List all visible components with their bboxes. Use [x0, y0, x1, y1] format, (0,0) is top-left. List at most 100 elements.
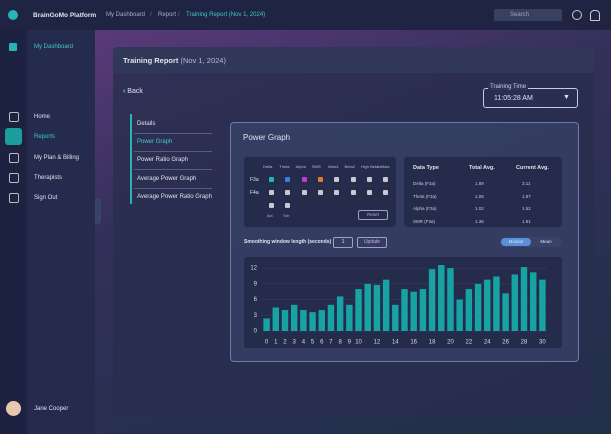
x-tick-label: 26 — [502, 340, 509, 346]
search-box[interactable] — [494, 9, 562, 21]
brand: BrainGoMo Platform — [33, 12, 97, 19]
table-cell: SMR (F3a) — [413, 218, 436, 224]
checkbox[interactable] — [334, 189, 340, 195]
table-cell: 1.36 — [475, 218, 484, 224]
tab[interactable]: Power Graph — [137, 139, 173, 146]
breadcrumb-item[interactable]: My Dashboard — [106, 12, 146, 18]
x-tick-label: 18 — [429, 340, 436, 346]
bar — [272, 307, 280, 331]
bar — [428, 269, 436, 331]
checkbox[interactable] — [269, 189, 274, 195]
tab[interactable]: Average Power Graph — [137, 175, 197, 182]
checkbox[interactable] — [350, 189, 356, 195]
tab[interactable]: Average Power Ratio Graph — [137, 193, 212, 200]
back-button[interactable]: ‹ Back — [123, 88, 143, 95]
nav-icon[interactable] — [9, 193, 19, 203]
bar — [327, 304, 335, 331]
checkbox[interactable] — [383, 176, 389, 182]
table-cell: Alpha (F3a) — [413, 206, 437, 211]
y-tick-label: 6 — [254, 297, 258, 303]
bar — [401, 289, 408, 331]
checkbox[interactable] — [269, 176, 274, 182]
x-tick-label: 30 — [539, 340, 546, 346]
date: (Nov 1, 2024) — [180, 56, 226, 65]
table-cell: 1.91 — [522, 218, 531, 224]
checkbox[interactable] — [285, 203, 291, 208]
toggle — [500, 237, 562, 247]
x-tick-label: 2 — [283, 340, 287, 346]
checkbox[interactable] — [366, 189, 372, 195]
table-cell: 1.52 — [522, 206, 531, 211]
breadcrumb-sep: / — [150, 12, 152, 18]
tab-divider — [134, 133, 212, 134]
bar — [290, 304, 298, 331]
table-cell: 1.02 — [475, 206, 484, 211]
bell-icon[interactable] — [590, 10, 600, 21]
collapse-handle[interactable] — [95, 198, 101, 224]
y-tick-label: 0 — [254, 329, 258, 335]
extra-label: Sm — [283, 213, 290, 218]
breadcrumb-item[interactable]: Training Report (Nov 1, 2024) — [186, 12, 266, 18]
smoothing-input[interactable]: 1 — [333, 237, 353, 248]
band-label: Beta1 — [328, 164, 339, 169]
panel-title: Power Graph — [243, 133, 291, 142]
nav-icon[interactable] — [9, 43, 17, 51]
bar — [336, 296, 344, 331]
time-value: 11:05:28 AM — [494, 95, 533, 102]
checkbox[interactable] — [317, 176, 323, 182]
breadcrumb-item[interactable]: Report — [158, 12, 177, 18]
extra-label: Avl — [267, 213, 273, 218]
nav-icon[interactable] — [5, 128, 22, 145]
tab[interactable]: Power Ratio Graph — [137, 157, 189, 164]
checkbox[interactable] — [317, 189, 323, 195]
nav-item[interactable]: My Plan & Billing — [34, 155, 80, 161]
band-label: SMR — [311, 164, 321, 169]
x-tick-label: 6 — [320, 340, 324, 346]
bar — [493, 276, 500, 331]
user-name: Jane Cooper — [34, 406, 69, 412]
time-select[interactable] — [483, 88, 578, 108]
back-label: Back — [127, 88, 143, 95]
bar — [456, 299, 463, 331]
band-label: Theta — [279, 164, 290, 169]
x-tick-label: 3 — [293, 340, 297, 346]
checkbox[interactable] — [366, 176, 372, 182]
toggle-option[interactable]: Median — [501, 238, 531, 246]
checkbox[interactable] — [301, 176, 307, 182]
checkbox[interactable] — [383, 189, 389, 195]
band-label: Artifact — [377, 164, 390, 169]
tab-rail — [130, 114, 132, 204]
nav-item[interactable]: Home — [34, 114, 51, 120]
nav-icon[interactable] — [9, 153, 19, 163]
toggle-option[interactable]: Mean — [540, 239, 552, 244]
checkbox[interactable] — [301, 189, 307, 195]
band-label: High Beta — [360, 164, 379, 169]
tab[interactable]: Details — [137, 121, 156, 127]
x-tick-label: 4 — [302, 340, 306, 346]
x-tick-label: 24 — [484, 340, 491, 346]
update-button[interactable]: Update — [357, 237, 387, 248]
x-tick-label: 20 — [447, 340, 454, 346]
sidebar-top[interactable]: My Dashboard — [34, 44, 74, 50]
checkbox[interactable] — [269, 203, 274, 208]
checkbox[interactable] — [350, 176, 356, 182]
checkbox[interactable] — [285, 176, 291, 182]
bar — [529, 272, 537, 331]
bar — [539, 279, 546, 331]
logo — [8, 10, 18, 20]
nav-item[interactable]: Therapists — [34, 175, 63, 181]
nav-item[interactable]: Reports — [34, 134, 56, 140]
breadcrumb-sep: / — [178, 12, 180, 18]
nav-icon[interactable] — [9, 112, 19, 122]
checkbox[interactable] — [285, 189, 291, 195]
x-tick-label: 14 — [392, 340, 399, 346]
help-icon[interactable] — [572, 10, 582, 20]
bar — [300, 310, 307, 331]
checkbox[interactable] — [334, 176, 340, 182]
table-cell: 1.08 — [475, 193, 484, 199]
nav-item[interactable]: Sign Out — [34, 195, 58, 201]
bar — [484, 279, 491, 331]
reset-button[interactable]: Reset — [358, 210, 388, 220]
nav-icon[interactable] — [9, 173, 19, 183]
